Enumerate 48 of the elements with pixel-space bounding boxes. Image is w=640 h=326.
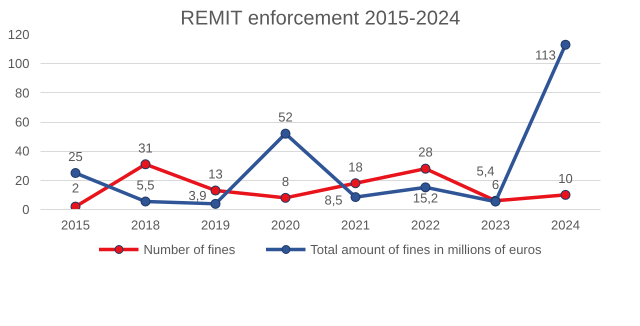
- point: [560, 40, 570, 50]
- point: [420, 164, 430, 174]
- x-tick-label: 2023: [481, 218, 510, 232]
- x-tick-label: 2021: [341, 218, 370, 232]
- data-label: 13: [208, 166, 223, 182]
- data-label: 10: [558, 170, 573, 186]
- y-tick-label: 100: [8, 56, 30, 72]
- point: [350, 192, 360, 202]
- data-label: 15,2: [412, 190, 438, 206]
- point: [560, 190, 570, 200]
- data-label: 6: [492, 176, 500, 192]
- point: [420, 182, 430, 192]
- y-tick-label: 120: [8, 27, 30, 42]
- data-label: 52: [278, 110, 293, 125]
- data-label: 31: [138, 140, 153, 156]
- x-tick-label: 2020: [271, 218, 300, 232]
- data-label: 25: [68, 149, 83, 164]
- point: [140, 159, 150, 170]
- point: [350, 178, 360, 188]
- point: [70, 168, 80, 178]
- y-tick-label: 60: [15, 114, 30, 130]
- y-tick-label: 80: [15, 85, 30, 100]
- chart-title: REMIT enforcement 2015-2024: [180, 8, 460, 30]
- point: [280, 128, 290, 139]
- x-tick-label: 2022: [411, 218, 440, 232]
- legend-label: Number of fines: [144, 242, 236, 256]
- y-tick-label: 40: [15, 144, 30, 159]
- data-label: 18: [348, 159, 363, 174]
- x-tick-label: 2019: [201, 218, 230, 232]
- point: [280, 192, 290, 203]
- x-tick-label: 2018: [131, 218, 160, 232]
- point: [70, 202, 80, 210]
- point: [140, 196, 150, 206]
- data-label: 28: [418, 144, 433, 160]
- x-tick-label: 2015: [61, 218, 90, 232]
- data-label: 8,5: [324, 192, 343, 208]
- point: [210, 198, 220, 209]
- data-label: 8: [282, 174, 290, 189]
- data-label: 113: [535, 48, 556, 63]
- data-label: 3,9: [188, 188, 207, 203]
- y-tick-label: 0: [22, 202, 30, 217]
- point: [210, 186, 220, 196]
- data-label: 5,5: [136, 177, 155, 192]
- legend-label: Total amount of fines in millions of euros: [310, 242, 542, 256]
- x-tick-label: 2024: [551, 218, 580, 232]
- data-label: 2: [72, 180, 80, 196]
- y-tick-label: 20: [15, 172, 30, 188]
- data-label: 5,4: [476, 164, 495, 179]
